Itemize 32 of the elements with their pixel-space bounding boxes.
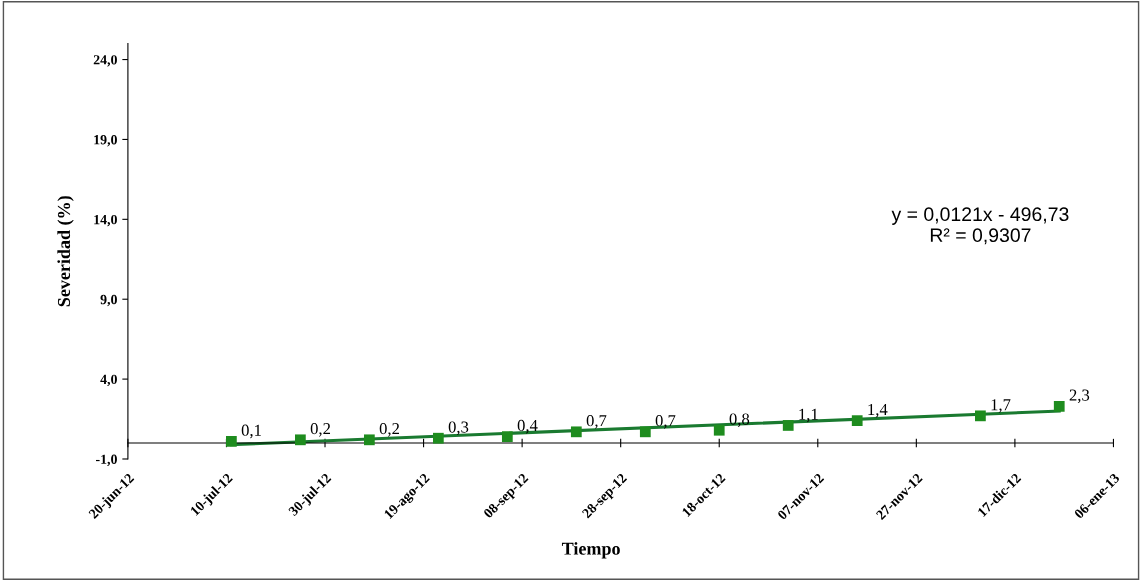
data-label: 0,2 <box>379 423 399 437</box>
y-tick-label: 9,0 <box>100 294 117 307</box>
point <box>363 434 375 446</box>
point <box>713 424 725 436</box>
point <box>570 426 582 438</box>
data-label: 1,1 <box>799 408 818 423</box>
y-tick-label: -1,0 <box>96 454 117 466</box>
point <box>975 410 986 422</box>
y-tick-label: 14,0 <box>94 214 117 227</box>
x-axis-title: Tiempo <box>561 542 620 559</box>
point <box>226 436 237 447</box>
data-label: 0,7 <box>586 415 607 429</box>
point <box>1053 400 1065 412</box>
point <box>851 415 863 427</box>
point <box>432 432 444 444</box>
y-axis-title: Severidad (%) <box>57 196 74 307</box>
data-label: 0,2 <box>310 423 331 437</box>
y-tick-label: 4,0 <box>100 374 117 387</box>
data-label: 1,7 <box>991 399 1011 413</box>
data-label: 0,4 <box>517 419 538 434</box>
data-label: 0,1 <box>241 424 261 439</box>
point <box>295 434 306 446</box>
point <box>639 426 651 438</box>
data-label: 1,4 <box>868 403 888 418</box>
point <box>501 431 513 442</box>
annotation: y = 0,0121x - 496,73 R² = 0,9307 <box>891 207 1069 245</box>
data-label: 0,3 <box>448 421 469 436</box>
y-tick-label: 24,0 <box>93 55 117 67</box>
data-label: 2,3 <box>1069 389 1090 404</box>
point <box>782 420 794 431</box>
data-label: 0,7 <box>655 415 676 429</box>
y-tick-label: 19,0 <box>94 135 117 147</box>
